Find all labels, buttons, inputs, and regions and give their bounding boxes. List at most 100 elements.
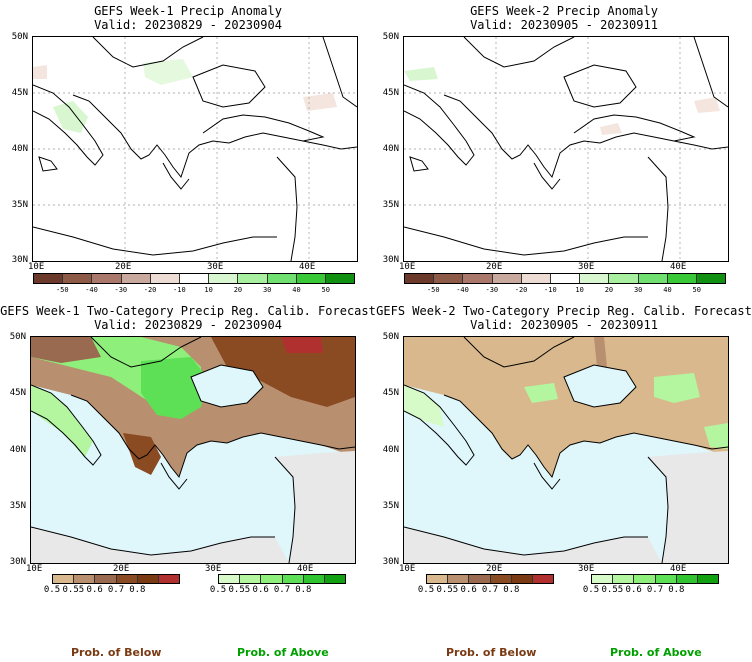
no-signal-region: [648, 451, 728, 563]
colorbar-label: 50: [321, 286, 330, 294]
colorbar-label: -40: [456, 286, 469, 294]
colorbar-label: 0.8: [668, 585, 685, 595]
no-signal-region: [31, 527, 289, 563]
colorbar-swatch: [137, 575, 159, 583]
colorbar-label: 0.5: [582, 585, 600, 595]
colorbar-swatch: [116, 575, 138, 583]
colorbar-label: 0.5: [417, 585, 435, 595]
colorbar-swatch: [95, 575, 117, 583]
colorbar-label: 0.7: [646, 585, 664, 595]
colorbar-label: 0.6: [252, 585, 269, 595]
anomaly-map: [403, 36, 729, 262]
no-signal-region: [404, 527, 662, 563]
coastlines: [404, 37, 728, 261]
lat-label: 45N: [382, 388, 399, 398]
prob-below-region: [404, 337, 728, 477]
colorbar-swatch: [158, 575, 180, 583]
panel-title: GEFS Week-2 Two-Category Precip Reg. Cal…: [376, 304, 752, 318]
lat-label: 30N: [382, 557, 399, 567]
colorbar-swatch: [150, 274, 180, 283]
colorbar-label: 20: [604, 286, 614, 294]
colorbar-swatch: [219, 575, 241, 583]
lat-label: 40N: [382, 445, 399, 455]
lon-label: 20E: [486, 564, 503, 574]
colorbar-label: 0.6: [86, 585, 103, 595]
colorbar-label: -30: [114, 286, 128, 294]
lon-label: 30E: [578, 564, 595, 574]
anomaly-colorbar: [404, 273, 726, 284]
prob-below-region: [123, 433, 161, 475]
anomaly-patch: [404, 67, 438, 81]
colorbar-label: -10: [544, 286, 557, 294]
lat-label: 50N: [11, 32, 28, 42]
lon-label: 40E: [297, 564, 314, 574]
lat-label: 45N: [382, 88, 399, 98]
prob-below-region: [281, 337, 323, 353]
coastlines: [404, 337, 728, 563]
lon-label: 40E: [670, 564, 687, 574]
colorbar-label: -50: [426, 286, 440, 294]
colorbar-swatch: [405, 274, 435, 283]
colorbar-swatch: [609, 274, 639, 283]
lat-label: 35N: [11, 200, 28, 210]
colorbar-swatch: [53, 575, 75, 583]
map-svg: [404, 37, 728, 261]
anomaly-colorbar-labels: -50 -40 -30 -20 -10 10 20 30 40 50: [404, 286, 726, 296]
colorbar-swatch: [74, 575, 96, 583]
prob-below-region: [211, 337, 355, 407]
lat-label: 35N: [9, 501, 26, 511]
colorbar-swatch: [325, 274, 355, 283]
panel-week1-probability: GEFS Week-1 Two-Category Precip Reg. Cal…: [0, 300, 376, 662]
prob-below-colorbar: [426, 574, 554, 584]
colorbar-swatch: [238, 274, 268, 283]
colorbar-swatch: [521, 274, 551, 283]
lon-label: 30E: [578, 262, 595, 272]
anomaly-patch: [694, 97, 720, 113]
colorbar-swatch: [324, 575, 346, 583]
prob-above-region: [524, 383, 558, 403]
colorbar-swatch: [296, 274, 326, 283]
lat-label: 50N: [382, 332, 399, 342]
no-signal-region: [275, 451, 355, 563]
lon-label: 10E: [28, 262, 45, 272]
colorbar-swatch: [179, 274, 210, 283]
colorbar-label: 0.5: [43, 585, 61, 595]
anomaly-colorbar-labels: -50 -40 -30 -20 -10 10 20 30 40 50: [33, 286, 355, 296]
panel-week2-anomaly: GEFS Week-2 Precip Anomaly Valid: 202309…: [376, 0, 752, 300]
prob-above-region: [654, 373, 700, 403]
legend-prob-above: Prob. of Above: [237, 646, 329, 659]
colorbar-label: 0.7: [481, 585, 499, 595]
panel-valid-dates: Valid: 20230829 - 20230904: [94, 18, 282, 32]
lon-label: 10E: [399, 564, 416, 574]
colorbar-swatch: [580, 274, 610, 283]
lon-label: 20E: [113, 564, 130, 574]
anomaly-patch: [143, 59, 193, 85]
map-svg: [33, 37, 357, 261]
lat-label: 40N: [382, 144, 399, 154]
panel-valid-dates: Valid: 20230905 - 20230911: [470, 318, 658, 332]
legend-prob-below: Prob. of Below: [446, 646, 537, 659]
legend-prob-above: Prob. of Above: [610, 646, 702, 659]
black-sea: [191, 365, 263, 407]
prob-above-colorbar: [591, 574, 719, 584]
colorbar-swatch: [448, 575, 470, 583]
panel-valid-dates: Valid: 20230829 - 20230904: [94, 318, 282, 332]
colorbar-swatch: [638, 274, 668, 283]
lat-label: 45N: [11, 88, 28, 98]
coastlines: [33, 37, 357, 261]
prob-above-region: [704, 423, 728, 449]
colorbar-label: -40: [85, 286, 98, 294]
lat-label: 35N: [382, 501, 399, 511]
colorbar-swatch: [676, 575, 698, 583]
prob-below-colorbar-labels: 0.5 0.55 0.6 0.7 0.8: [418, 585, 554, 596]
anomaly-patch: [303, 93, 337, 111]
colorbar-label: 0.55: [436, 585, 459, 595]
lat-label: 45N: [9, 388, 26, 398]
panel-title: GEFS Week-1 Two-Category Precip Reg. Cal…: [0, 304, 376, 318]
colorbar-label: 0.5: [209, 585, 227, 595]
colorbar-swatch: [267, 274, 297, 283]
prob-above-region: [404, 385, 444, 427]
panel-week2-probability: GEFS Week-2 Two-Category Precip Reg. Cal…: [376, 300, 752, 662]
colorbar-swatch: [613, 575, 635, 583]
prob-below-colorbar: [52, 574, 180, 584]
